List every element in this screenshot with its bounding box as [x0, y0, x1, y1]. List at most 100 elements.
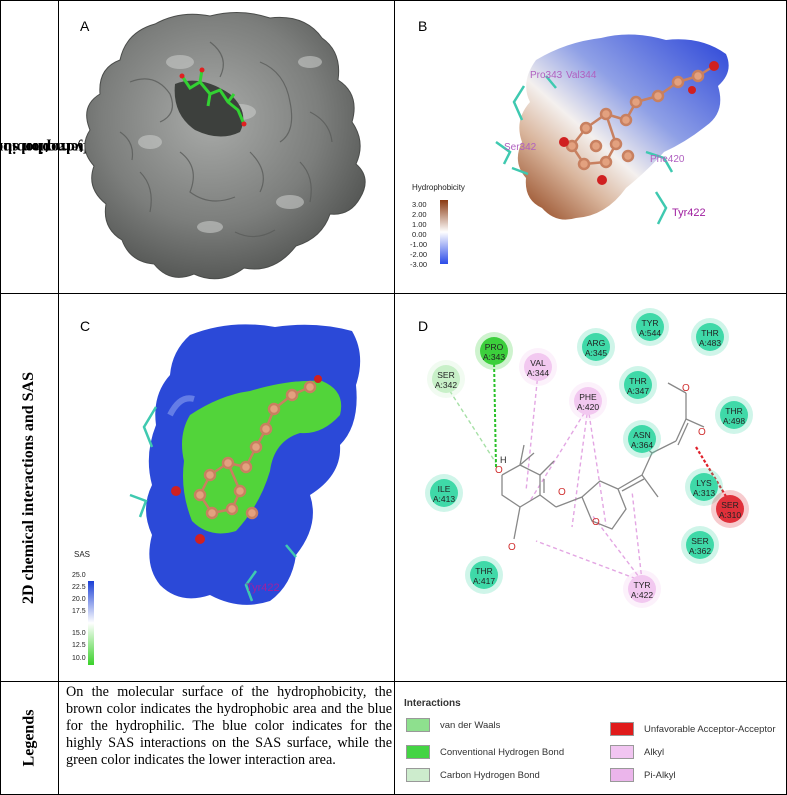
residue-disc [696, 323, 724, 351]
interaction-item-conventional-hb: Conventional Hydrogen Bond [406, 745, 564, 759]
interaction-label-van-der-waals: van der Waals [440, 719, 501, 731]
residue-disc [582, 333, 610, 361]
panel-d-2d-interactions: O O O O O O H SERA:342PROA:343VALA:344AR… [425, 308, 753, 608]
residue-label-phe420: Phe420 [650, 154, 685, 165]
row-label-2-text: 2D chemical interactions and SAS [20, 371, 37, 604]
residue-disc [628, 425, 656, 453]
residue-label-tyr422: Tyr422 [246, 582, 280, 594]
residue-layer: SERA:342PROA:343VALA:344ARGA:345TYRA:544… [425, 308, 753, 608]
residue-disc [636, 313, 664, 341]
residue-disc [432, 365, 460, 393]
sas-low-region [182, 380, 342, 534]
interaction-item-carbon-hb: Carbon Hydrogen Bond [406, 768, 540, 782]
swatch-van-der-waals [406, 718, 430, 732]
residue-name: VAL [530, 358, 546, 368]
svg-text:20.0: 20.0 [72, 596, 86, 603]
residue-disc [470, 561, 498, 589]
table-divider-row1 [0, 293, 787, 294]
residue-name: LYS [696, 478, 712, 488]
svg-text:-2.00: -2.00 [410, 250, 427, 259]
residue-id: A:413 [433, 494, 455, 504]
residue-disc [524, 353, 552, 381]
residue-disc [720, 401, 748, 429]
residue-id: A:420 [577, 402, 599, 412]
residue-id: A:362 [689, 546, 711, 556]
swatch-carbon-hb [406, 768, 430, 782]
residue-id: A:342 [435, 380, 457, 390]
svg-text:O: O [508, 542, 516, 553]
sas-scale-ticks: 25.0 22.5 20.0 17.5 15.0 12.5 10.0 [72, 572, 86, 662]
panel-b-letter: B [418, 18, 428, 34]
residue-disc [480, 337, 508, 365]
interaction-label-conventional-hb: Conventional Hydrogen Bond [440, 746, 565, 758]
svg-text:10.0: 10.0 [72, 655, 86, 662]
panel-a-protein-surface [84, 12, 366, 280]
residue-label-val344: Val344 [566, 70, 597, 81]
residue-name: PHE [579, 392, 597, 402]
svg-text:12.5: 12.5 [72, 642, 86, 649]
panel-c-sas-surface: Tyr422 SAS 25.0 22.5 20.0 17.5 15.0 12.5… [72, 324, 361, 665]
svg-text:O: O [495, 465, 503, 476]
interaction-label-pi-alkyl: Pi-Alkyl [644, 769, 676, 781]
table-divider-label [58, 0, 59, 795]
residue-id: A:347 [627, 386, 649, 396]
residue-name: THR [725, 406, 742, 416]
residue-disc [628, 575, 656, 603]
svg-text:-1.00: -1.00 [410, 240, 427, 249]
panel-b-hydrophobicity-surface: Pro343 Val344 Ser342 Phe420 Tyr422 Hydro… [410, 34, 729, 269]
interactions-title: Interactions [404, 698, 461, 709]
table-divider-center [394, 0, 395, 795]
svg-text:22.5: 22.5 [72, 584, 86, 591]
table-divider-row2 [0, 681, 787, 682]
protein-surface-shape [84, 12, 366, 280]
interaction-item-unfavorable: Unfavorable Acceptor-Acceptor [610, 722, 775, 736]
interaction-item-alkyl: Alkyl [610, 745, 664, 759]
interaction-label-carbon-hb: Carbon Hydrogen Bond [440, 769, 540, 781]
residue-name: ILE [438, 484, 451, 494]
residue-disc [690, 473, 718, 501]
residue-name: SER [721, 500, 738, 510]
panel-d-letter: D [418, 318, 429, 334]
residue-id: A:345 [585, 348, 607, 358]
residue-id: A:544 [639, 328, 661, 338]
sas-scale-title: SAS [74, 550, 90, 559]
interaction-item-van-der-waals: van der Waals [406, 718, 500, 732]
residue-name: SER [691, 536, 708, 546]
svg-text:15.0: 15.0 [72, 630, 86, 637]
unfavorable-line-ser310 [695, 446, 731, 504]
svg-text:O: O [682, 383, 690, 394]
swatch-alkyl [610, 745, 634, 759]
svg-text:2.00: 2.00 [412, 210, 427, 219]
sas-colorbar [88, 581, 94, 665]
residue-id: A:344 [527, 368, 549, 378]
row-label-3: Legends [0, 682, 58, 794]
svg-text:3.00: 3.00 [412, 200, 427, 209]
svg-text:O: O [698, 427, 706, 438]
carbon-hb-line-ser342 [445, 384, 497, 464]
svg-text:0.00: 0.00 [412, 230, 427, 239]
residue-name: TYR [634, 580, 651, 590]
ligand-ball-and-stick [565, 64, 715, 171]
hydrophobicity-scale-ticks: 3.00 2.00 1.00 0.00 -1.00 -2.00 -3.00 [410, 200, 427, 269]
legend-description: On the molecular surface of the hydropho… [66, 684, 392, 768]
residue-id: A:483 [699, 338, 721, 348]
svg-text:25.0: 25.0 [72, 572, 86, 579]
residue-disc [716, 495, 744, 523]
swatch-conventional-hb [406, 745, 430, 759]
residue-id: A:422 [631, 590, 653, 600]
hydrogen-label: H [500, 455, 507, 465]
residue-label-tyr422: Tyr422 [672, 207, 706, 219]
hydrophobicity-scale-title: Hydrophobicity [412, 183, 465, 192]
row-label-1: Interaction surface andHydrophobibcty [0, 0, 99, 293]
alkyl-line-tyr422 [535, 540, 643, 582]
residue-id: A:310 [719, 510, 741, 520]
